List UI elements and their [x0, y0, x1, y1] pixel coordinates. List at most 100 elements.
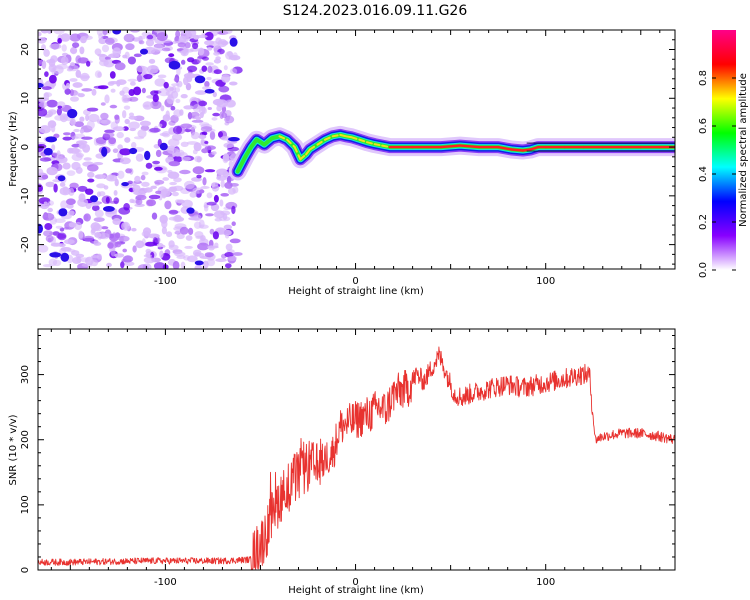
noise-speckle	[168, 161, 181, 167]
noise-speckle	[86, 107, 99, 112]
noise-speckle	[78, 75, 91, 79]
spectrogram-ytick-label: -10	[20, 188, 31, 204]
noise-speckle	[110, 88, 116, 93]
noise-speckle	[48, 111, 54, 117]
noise-speckle	[79, 116, 85, 122]
noise-speckle	[123, 33, 135, 43]
noise-speckle	[152, 94, 159, 103]
noise-speckle	[192, 166, 205, 175]
noise-speckle	[129, 198, 135, 204]
noise-speckle	[153, 262, 166, 269]
noise-speckle	[167, 94, 174, 99]
noise-speckle	[109, 104, 118, 109]
noise-speckle	[124, 137, 131, 143]
noise-speckle	[54, 218, 66, 223]
noise-speckle	[164, 200, 172, 210]
noise-speckle	[57, 37, 62, 44]
noise-speckle	[112, 218, 121, 225]
colorbar-tick-label: 0.2	[698, 214, 709, 230]
noise-speckle	[135, 153, 144, 162]
noise-speckle-strong	[186, 207, 195, 214]
noise-speckle	[206, 258, 216, 267]
noise-speckle	[148, 194, 161, 200]
noise-speckle	[221, 112, 228, 119]
noise-speckle	[172, 125, 183, 135]
noise-speckle	[112, 126, 125, 132]
noise-speckle	[96, 191, 102, 197]
noise-speckle	[190, 131, 200, 140]
noise-speckle	[212, 231, 219, 240]
noise-speckle	[38, 244, 49, 253]
noise-speckle	[64, 239, 75, 245]
noise-speckle-strong	[89, 195, 99, 203]
colorbar-tick-label: 0.4	[698, 166, 709, 182]
ridge-core	[373, 143, 384, 147]
noise-speckle	[81, 263, 93, 268]
noise-speckle	[159, 250, 164, 259]
noise-speckle-strong	[45, 136, 57, 143]
noise-speckle	[46, 59, 55, 64]
noise-speckle	[187, 57, 195, 63]
noise-speckle	[188, 227, 194, 235]
noise-speckle	[138, 40, 145, 45]
noise-speckle	[168, 186, 175, 192]
noise-speckle	[204, 169, 216, 173]
ridge-core	[324, 135, 334, 141]
noise-speckle	[134, 203, 145, 207]
noise-speckle	[212, 112, 220, 117]
noise-speckle	[143, 254, 153, 258]
spectrogram-frame	[37, 29, 676, 270]
noise-speckle	[38, 184, 43, 192]
noise-speckle	[49, 43, 62, 50]
noise-speckle	[197, 242, 210, 251]
noise-speckle	[222, 229, 232, 236]
noise-speckle	[148, 58, 156, 64]
noise-speckle	[141, 238, 146, 247]
noise-speckle	[66, 170, 76, 177]
noise-speckle	[91, 227, 96, 234]
noise-speckle	[145, 199, 154, 207]
figure-title: S124.2023.016.09.11.G26	[283, 3, 468, 19]
noise-speckle	[161, 47, 171, 52]
noise-speckle-strong	[140, 48, 148, 55]
noise-speckle	[100, 102, 106, 106]
noise-speckle	[155, 149, 162, 158]
noise-speckle	[162, 177, 169, 181]
noise-speckle	[87, 178, 95, 183]
noise-speckle	[202, 177, 207, 186]
noise-speckle	[154, 179, 165, 185]
noise-speckle	[86, 60, 91, 67]
noise-speckle	[38, 168, 44, 176]
noise-speckle-strong	[60, 252, 70, 262]
colorbar-label: Normalized spectral amplitude	[738, 73, 749, 227]
noise-speckle	[171, 191, 179, 197]
noise-speckle	[45, 235, 54, 243]
noise-speckle	[121, 221, 131, 231]
noise-speckle	[109, 233, 119, 242]
noise-speckle	[214, 217, 222, 222]
noise-speckle	[223, 142, 235, 149]
noise-speckle	[75, 69, 82, 78]
noise-speckle	[143, 74, 153, 80]
noise-speckle	[123, 261, 135, 267]
noise-speckle	[213, 58, 221, 64]
noise-speckle	[94, 70, 102, 78]
snr-ytick-label: 200	[20, 430, 31, 449]
noise-speckle	[71, 143, 81, 148]
spectrogram-plot-area	[38, 30, 675, 269]
noise-speckle-strong	[144, 150, 151, 161]
colorbar-tick-label: 0.8	[698, 70, 709, 86]
noise-speckle	[99, 232, 110, 240]
noise-speckle	[194, 252, 201, 257]
noise-speckle	[173, 77, 179, 83]
noise-speckle	[75, 152, 84, 158]
noise-speckle	[154, 78, 166, 87]
noise-speckle-strong	[67, 108, 78, 119]
noise-speckle	[72, 42, 80, 48]
noise-speckle	[231, 205, 236, 215]
noise-speckle	[218, 85, 230, 93]
noise-speckle	[107, 242, 114, 249]
noise-speckle-strong	[194, 75, 206, 84]
noise-speckle	[215, 258, 227, 263]
